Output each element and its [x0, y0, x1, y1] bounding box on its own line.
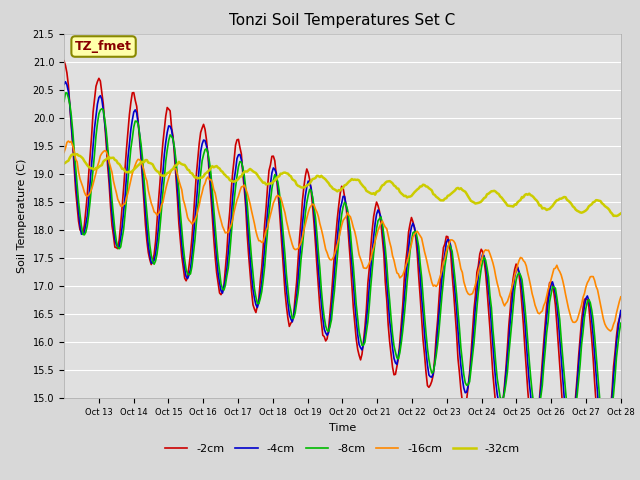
-32cm: [458, 187, 466, 193]
-32cm: [348, 176, 356, 182]
-2cm: [600, 464, 607, 470]
-8cm: [602, 437, 610, 443]
-8cm: [60, 98, 68, 104]
-32cm: [73, 151, 81, 157]
Title: Tonzi Soil Temperatures Set C: Tonzi Soil Temperatures Set C: [229, 13, 456, 28]
-16cm: [617, 294, 625, 300]
-32cm: [60, 161, 68, 167]
-16cm: [60, 149, 68, 155]
-2cm: [60, 58, 68, 64]
-2cm: [614, 321, 621, 326]
X-axis label: Time: Time: [329, 423, 356, 432]
Line: -2cm: -2cm: [64, 61, 621, 467]
-4cm: [348, 261, 356, 266]
Y-axis label: Soil Temperature (C): Soil Temperature (C): [17, 159, 27, 273]
-8cm: [458, 358, 466, 364]
Legend: -2cm, -4cm, -8cm, -16cm, -32cm: -2cm, -4cm, -8cm, -16cm, -32cm: [161, 440, 524, 458]
-16cm: [458, 270, 466, 276]
Line: -32cm: -32cm: [64, 154, 621, 216]
-16cm: [541, 300, 549, 305]
Line: -16cm: -16cm: [64, 141, 621, 331]
-32cm: [541, 206, 549, 212]
-16cm: [98, 151, 106, 156]
-4cm: [98, 96, 106, 102]
-16cm: [616, 299, 623, 304]
-2cm: [457, 386, 465, 392]
-8cm: [81, 232, 88, 238]
-4cm: [601, 446, 609, 452]
Line: -4cm: -4cm: [64, 82, 621, 449]
-8cm: [617, 320, 625, 326]
-4cm: [60, 82, 68, 87]
-32cm: [612, 213, 620, 219]
-8cm: [541, 348, 549, 353]
-8cm: [348, 248, 356, 253]
-4cm: [617, 308, 625, 313]
-2cm: [79, 230, 87, 236]
-16cm: [65, 138, 72, 144]
-4cm: [616, 316, 623, 322]
-32cm: [617, 211, 625, 216]
-8cm: [63, 90, 71, 96]
-4cm: [541, 331, 549, 336]
-8cm: [616, 329, 623, 335]
-16cm: [607, 328, 614, 334]
-4cm: [81, 230, 88, 236]
-8cm: [98, 106, 106, 112]
-2cm: [97, 78, 104, 84]
-2cm: [346, 259, 354, 264]
-16cm: [81, 189, 88, 195]
-2cm: [617, 311, 625, 317]
-4cm: [458, 376, 466, 382]
-16cm: [348, 219, 356, 225]
-32cm: [98, 162, 106, 168]
-4cm: [61, 79, 69, 84]
Text: TZ_fmet: TZ_fmet: [75, 40, 132, 53]
-32cm: [616, 212, 623, 217]
-2cm: [540, 338, 548, 344]
Line: -8cm: -8cm: [64, 93, 621, 440]
-32cm: [81, 158, 88, 164]
